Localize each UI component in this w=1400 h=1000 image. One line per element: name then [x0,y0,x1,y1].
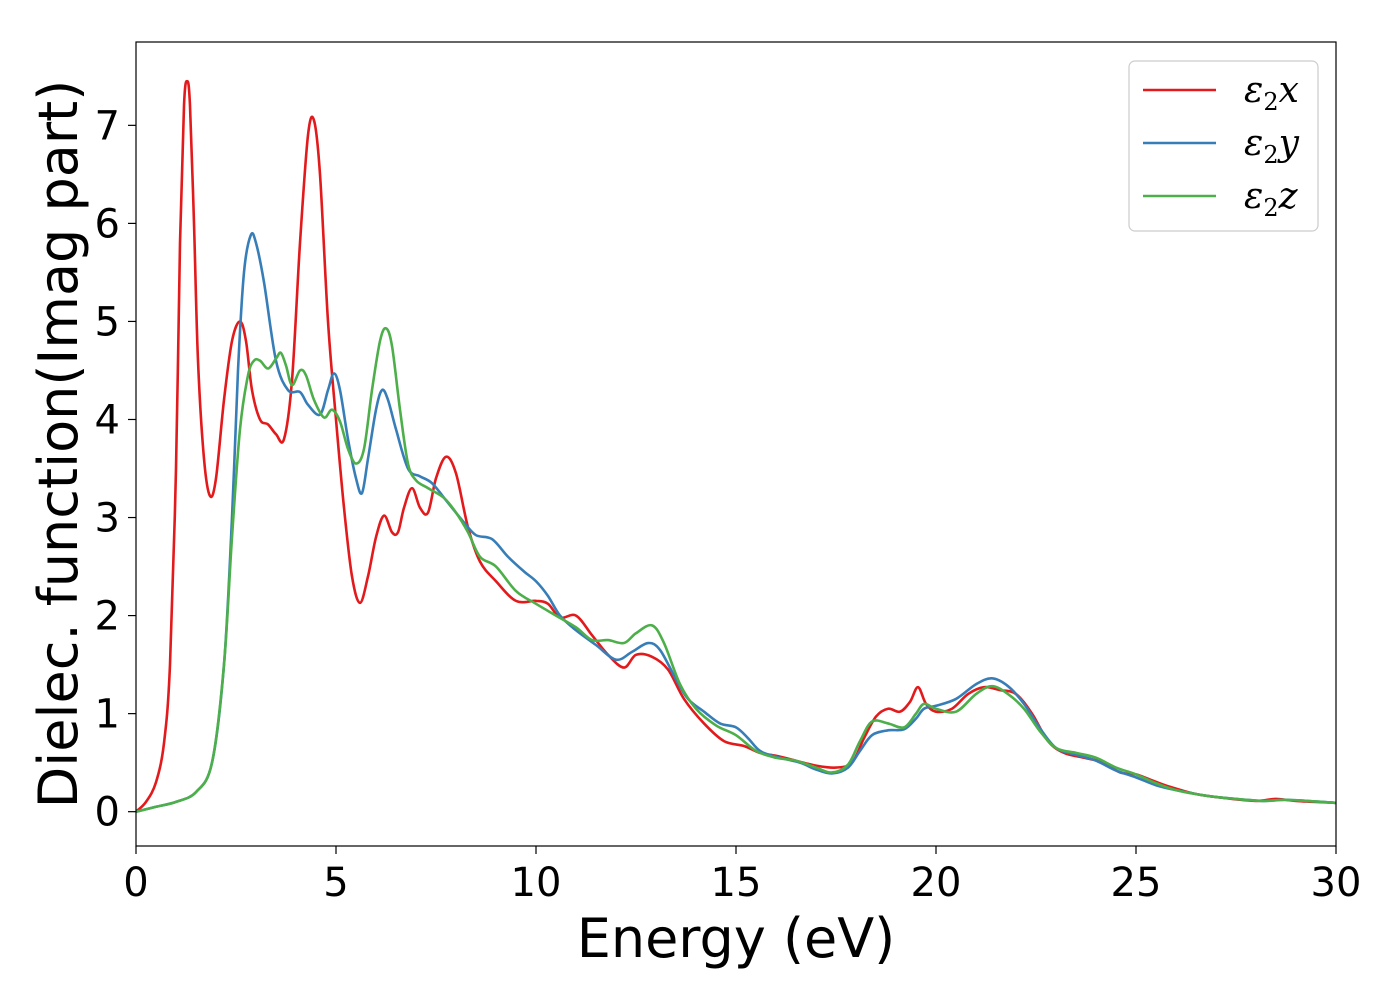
y-tick-label: 5 [95,299,120,345]
legend-label: ε2y [1244,123,1300,169]
legend-item-z: ε2z [1143,176,1299,222]
x-tick-label: 10 [511,860,562,906]
x-tick-label: 25 [1111,860,1162,906]
legend-label: ε2x [1244,70,1299,116]
y-tick-label: 4 [95,397,120,443]
x-tick-label: 15 [711,860,762,906]
y-tick-label: 2 [95,594,120,640]
y-tick-label: 1 [95,692,120,738]
x-axis: 0 5 10 15 20 25 30 [123,846,1361,906]
series-line-z [136,326,1336,813]
x-tick-label: 0 [123,860,148,906]
y-tick-label: 7 [95,103,120,149]
y-axis-title: Dielec. function(Imag part) [27,80,90,809]
legend: ε2x ε2y ε2z [1128,60,1319,232]
legend-item-x: ε2x [1143,70,1299,116]
x-tick-label: 5 [323,860,348,906]
series-line-y [136,231,1336,813]
legend-box [1128,60,1319,232]
y-axis: 0 1 2 3 4 5 6 7 [95,103,136,836]
x-tick-label: 30 [1311,860,1362,906]
y-tick-label: 6 [95,201,120,247]
legend-item-y: ε2y [1143,123,1300,169]
legend-label: ε2z [1244,176,1299,222]
y-tick-label: 0 [95,790,120,836]
y-tick-label: 3 [95,496,120,542]
series-layer [136,79,1336,813]
x-tick-label: 20 [911,860,962,906]
x-axis-title: Energy (eV) [577,907,896,970]
